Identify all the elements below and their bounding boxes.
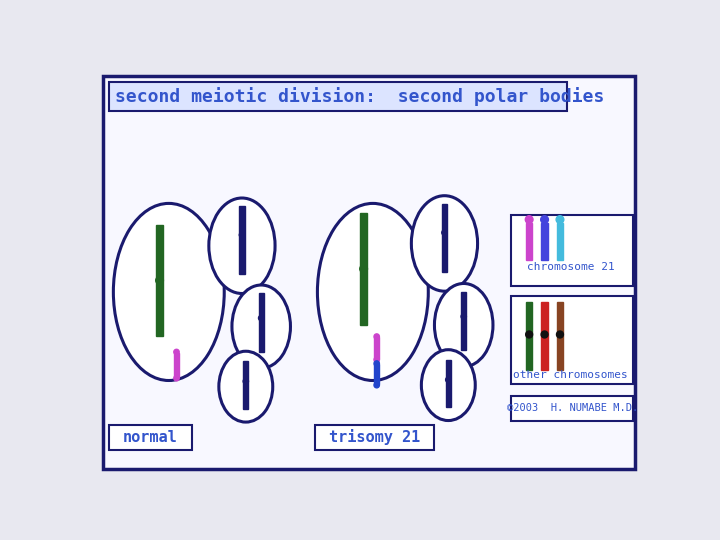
Bar — [442, 204, 447, 272]
Bar — [541, 302, 548, 370]
Circle shape — [174, 349, 179, 355]
Ellipse shape — [434, 284, 493, 367]
Bar — [174, 353, 179, 377]
Bar — [511, 296, 633, 384]
Circle shape — [541, 215, 549, 224]
Text: normal: normal — [123, 430, 178, 445]
Bar — [109, 425, 192, 450]
Circle shape — [174, 375, 179, 381]
Bar — [315, 425, 434, 450]
Circle shape — [374, 382, 379, 388]
Text: trisomy 21: trisomy 21 — [329, 429, 420, 445]
Circle shape — [156, 276, 163, 284]
Circle shape — [557, 331, 564, 338]
Bar — [109, 82, 567, 111]
Bar — [239, 206, 245, 274]
Circle shape — [541, 331, 548, 338]
Bar — [557, 302, 563, 370]
Circle shape — [526, 215, 533, 224]
Circle shape — [526, 331, 533, 338]
Circle shape — [374, 334, 379, 339]
Circle shape — [446, 377, 451, 382]
Bar — [243, 361, 248, 409]
Bar — [446, 360, 451, 408]
Circle shape — [374, 357, 379, 362]
Circle shape — [374, 361, 379, 366]
Bar — [258, 294, 264, 352]
Bar — [511, 215, 633, 286]
Bar — [557, 222, 563, 260]
Bar — [360, 213, 367, 325]
Circle shape — [442, 230, 447, 235]
Text: ©2003  H. NUMABE M.D.: ©2003 H. NUMABE M.D. — [507, 403, 638, 413]
Circle shape — [461, 314, 467, 319]
Circle shape — [258, 315, 264, 321]
Ellipse shape — [232, 285, 290, 368]
Bar — [156, 225, 163, 336]
Text: second meiotic division:  second polar bodies: second meiotic division: second polar bo… — [115, 87, 604, 106]
Bar — [374, 364, 379, 384]
Ellipse shape — [411, 195, 477, 291]
Circle shape — [239, 232, 245, 238]
Ellipse shape — [318, 204, 428, 381]
Bar — [511, 396, 633, 421]
Text: chromosome 21: chromosome 21 — [527, 262, 615, 272]
Text: other chromosomes: other chromosomes — [513, 370, 628, 380]
Ellipse shape — [421, 350, 475, 421]
Bar — [526, 222, 532, 260]
Bar — [374, 338, 379, 359]
Ellipse shape — [113, 204, 224, 381]
Bar — [526, 302, 532, 370]
Circle shape — [360, 265, 367, 273]
Circle shape — [556, 215, 564, 224]
Ellipse shape — [219, 351, 273, 422]
Bar — [541, 222, 548, 260]
Circle shape — [243, 379, 248, 384]
Ellipse shape — [209, 198, 275, 294]
Bar — [461, 292, 467, 350]
